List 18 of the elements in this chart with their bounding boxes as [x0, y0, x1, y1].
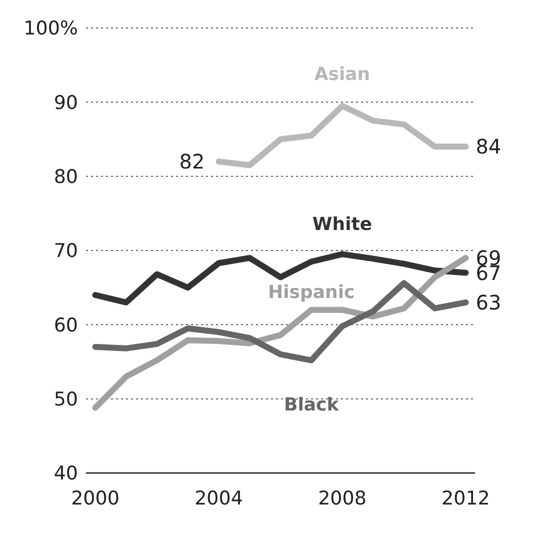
data-label: 82	[179, 150, 205, 174]
series-label: White	[312, 214, 372, 236]
data-label: 84	[476, 134, 502, 159]
x-tick-label: 2004	[194, 487, 243, 510]
y-tick-label: 90	[54, 92, 78, 114]
x-tick-label: 2000	[71, 487, 120, 510]
y-tick-label: 80	[54, 166, 78, 188]
x-tick-label: 2008	[318, 487, 366, 510]
x-tick-label: 2012	[442, 487, 490, 510]
data-label: 63	[476, 290, 502, 314]
y-tick-label: 70	[54, 240, 78, 262]
text: Black	[284, 394, 340, 416]
series-label: Hispanic	[268, 282, 355, 303]
series-label: Asian	[314, 64, 370, 85]
y-tick-label: 100%	[24, 18, 78, 40]
y-tick-label: 50	[54, 388, 78, 411]
y-tick-label: 40	[54, 462, 78, 485]
y-tick-label: 60	[54, 314, 78, 336]
